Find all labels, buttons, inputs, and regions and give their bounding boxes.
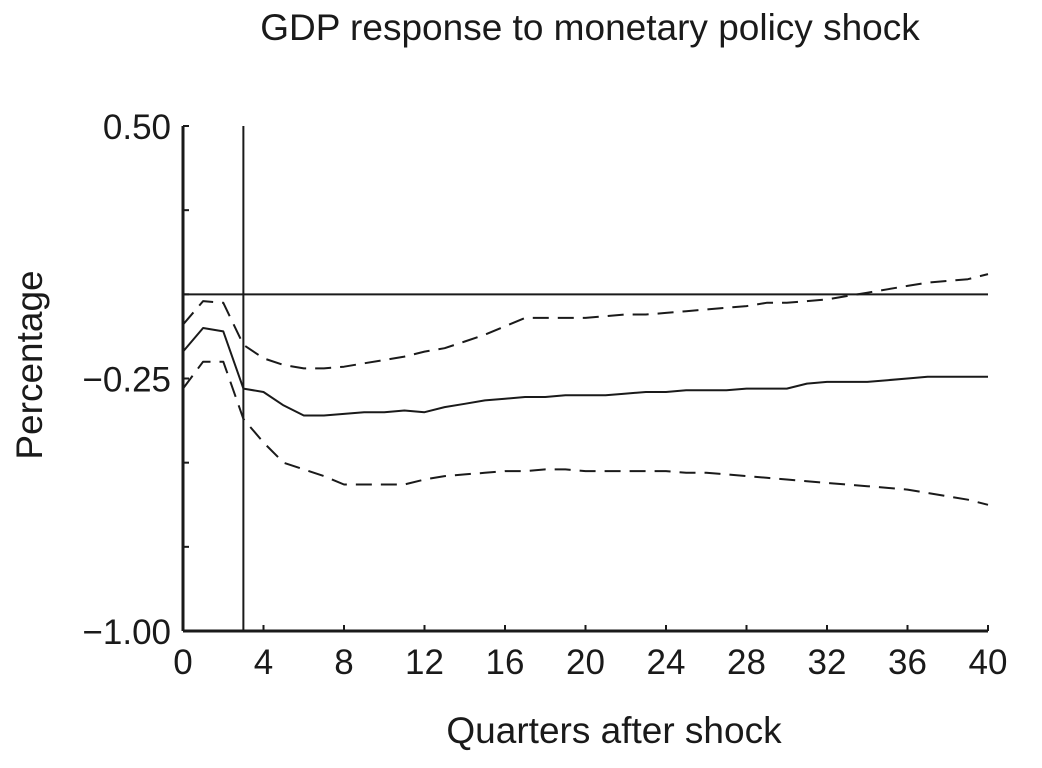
y-tick-label: −0.25 (82, 361, 171, 400)
x-tick-label: 40 (969, 643, 1008, 682)
x-tick-label: 8 (334, 643, 353, 682)
x-axis-label: Quarters after shock (446, 710, 782, 751)
x-tick-label: 20 (566, 643, 605, 682)
x-tick-label: 24 (647, 643, 686, 682)
x-tick-label: 36 (888, 643, 927, 682)
x-tick-label: 12 (405, 643, 444, 682)
x-tick-label: 32 (808, 643, 847, 682)
y-tick-label: 0.50 (103, 108, 171, 147)
x-tick-label: 0 (173, 643, 192, 682)
y-tick-label: −1.00 (82, 613, 171, 652)
y-axis-label: Percentage (9, 270, 50, 459)
lower-confidence-band-line (182, 360, 989, 506)
x-tick-label: 4 (254, 643, 273, 682)
plot-area: −1.00 −0.25 0.50 0 4 8 12 16 20 24 28 32 36 40 (82, 108, 1007, 682)
chart-title: GDP response to monetary policy shock (260, 7, 920, 48)
x-tick-label: 28 (727, 643, 766, 682)
x-tick-label: 16 (486, 643, 525, 682)
upper-confidence-band-line (182, 273, 989, 370)
gdp-response-line (182, 327, 988, 417)
